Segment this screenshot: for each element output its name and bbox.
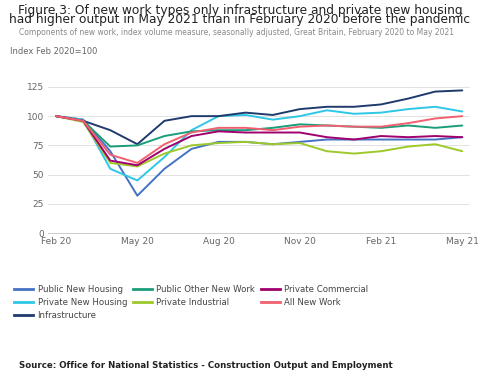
Text: Figure 3: Of new work types only infrastructure and private new housing: Figure 3: Of new work types only infrast… [18, 4, 462, 17]
Text: Source: Office for National Statistics - Construction Output and Employment: Source: Office for National Statistics -… [19, 361, 393, 370]
Legend: Public New Housing, Private New Housing, Infrastructure, Public Other New Work, : Public New Housing, Private New Housing,… [14, 285, 369, 320]
Text: Index Feb 2020=100: Index Feb 2020=100 [10, 47, 97, 56]
Text: Components of new work, index volume measure, seasonally adjusted, Great Britain: Components of new work, index volume mea… [19, 28, 454, 37]
Text: had higher output in May 2021 than in February 2020 before the pandemic: had higher output in May 2021 than in Fe… [10, 13, 470, 26]
